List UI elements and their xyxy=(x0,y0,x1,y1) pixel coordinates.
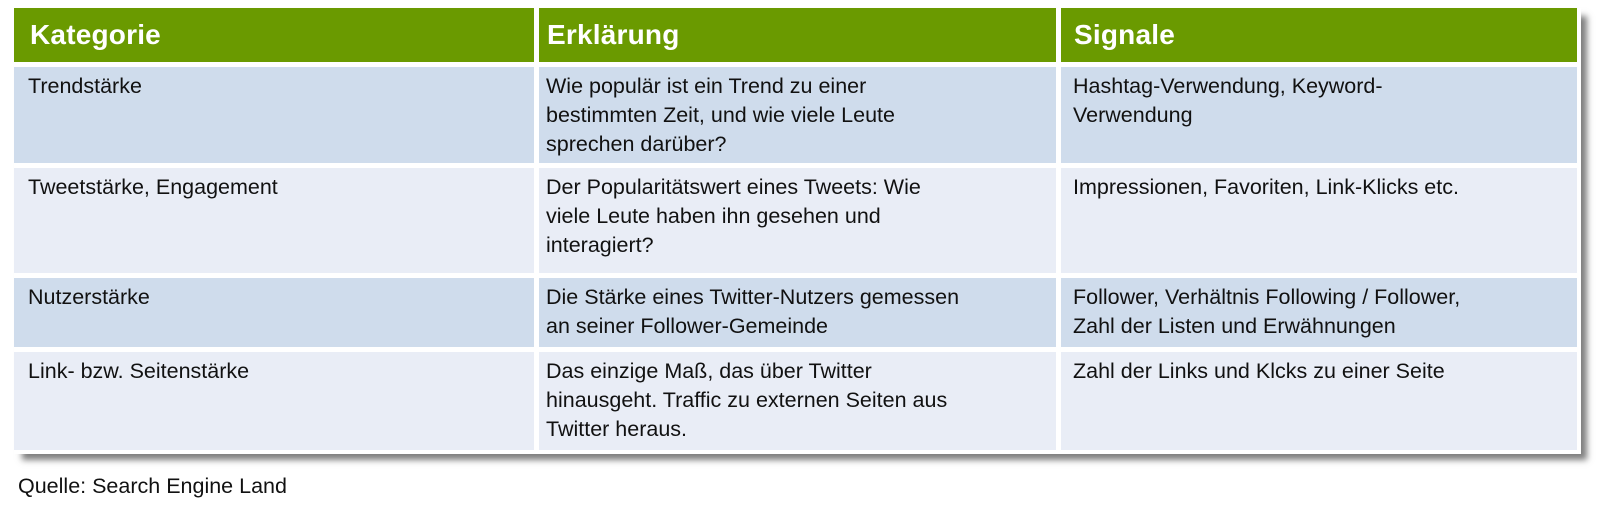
cell-signale: Follower, Verhältnis Following / Followe… xyxy=(1061,278,1577,347)
cell-erklaerung: Der Popularitätswert eines Tweets: Wie v… xyxy=(539,168,1056,273)
cell-kategorie: Tweetstärke, Engagement xyxy=(14,168,534,273)
metrics-table: Kategorie Erklärung Signale Trendstärke … xyxy=(14,8,1581,454)
column-header-kategorie: Kategorie xyxy=(14,8,534,62)
source-attribution: Quelle: Search Engine Land xyxy=(18,474,287,498)
cell-kategorie: Nutzerstärke xyxy=(14,278,534,347)
column-header-erklaerung: Erklärung xyxy=(539,8,1056,62)
column-header-signale: Signale xyxy=(1061,8,1577,62)
cell-signale: Impressionen, Favoriten, Link-Klicks etc… xyxy=(1061,168,1577,273)
cell-kategorie: Link- bzw. Seitenstärke xyxy=(14,352,534,450)
metrics-table-grid: Kategorie Erklärung Signale Trendstärke … xyxy=(14,8,1577,450)
cell-signale: Hashtag-Verwendung, Keyword- Verwendung xyxy=(1061,67,1577,163)
cell-erklaerung: Wie populär ist ein Trend zu einer besti… xyxy=(539,67,1056,163)
cell-erklaerung: Die Stärke eines Twitter-Nutzers gemesse… xyxy=(539,278,1056,347)
cell-erklaerung: Das einzige Maß, das über Twitter hinaus… xyxy=(539,352,1056,450)
cell-kategorie: Trendstärke xyxy=(14,67,534,163)
cell-signale: Zahl der Links und Klcks zu einer Seite xyxy=(1061,352,1577,450)
